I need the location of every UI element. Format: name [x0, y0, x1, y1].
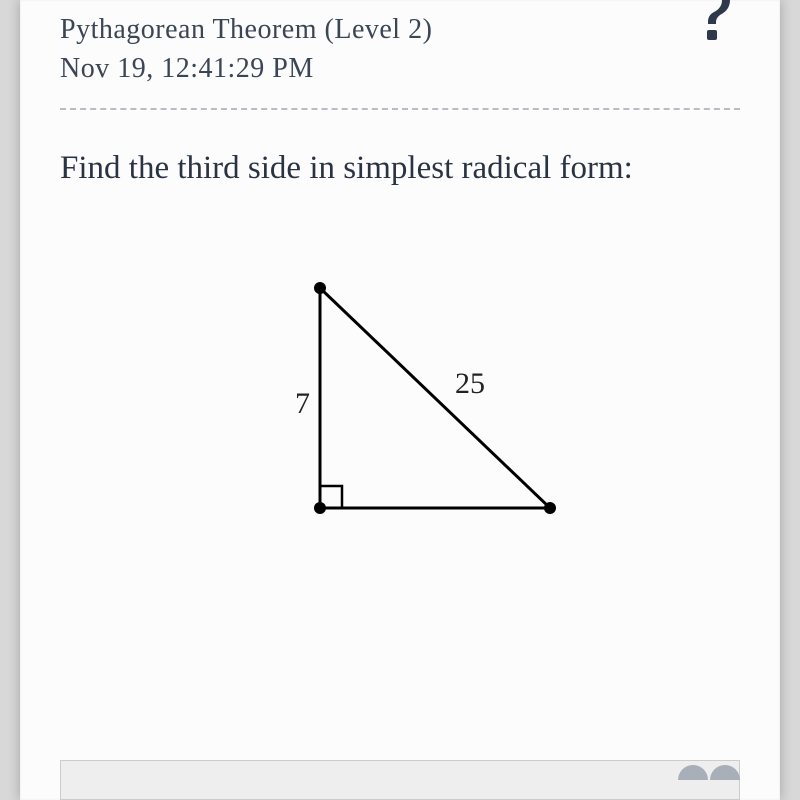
- triangle-vertex: [544, 502, 556, 514]
- side-label: 7: [295, 387, 310, 420]
- header-divider: [60, 108, 740, 110]
- answer-action-buttons: [678, 765, 740, 795]
- problem-card: Pythagorean Theorem (Level 2) Nov 19, 12…: [20, 0, 780, 800]
- triangle-vertex: [314, 502, 326, 514]
- question-mark-icon[interactable]: [690, 0, 730, 52]
- problem-title: Pythagorean Theorem (Level 2): [60, 10, 432, 49]
- problem-prompt: Find the third side in simplest radical …: [60, 145, 740, 193]
- problem-timestamp: Nov 19, 12:41:29 PM: [60, 49, 432, 88]
- card-header: Pythagorean Theorem (Level 2) Nov 19, 12…: [60, 10, 740, 88]
- triangle-vertex: [314, 282, 326, 294]
- triangle-diagram: 7 25: [60, 223, 740, 593]
- triangle-shape: [320, 288, 550, 508]
- triangle-labels: 7 25: [295, 367, 485, 420]
- triangle-svg: 7 25: [200, 248, 600, 568]
- header-text-block: Pythagorean Theorem (Level 2) Nov 19, 12…: [60, 10, 432, 88]
- action-circle-icon[interactable]: [710, 765, 740, 795]
- answer-input-area[interactable]: [60, 760, 740, 800]
- action-circle-icon[interactable]: [678, 765, 708, 795]
- side-label: 25: [455, 367, 485, 400]
